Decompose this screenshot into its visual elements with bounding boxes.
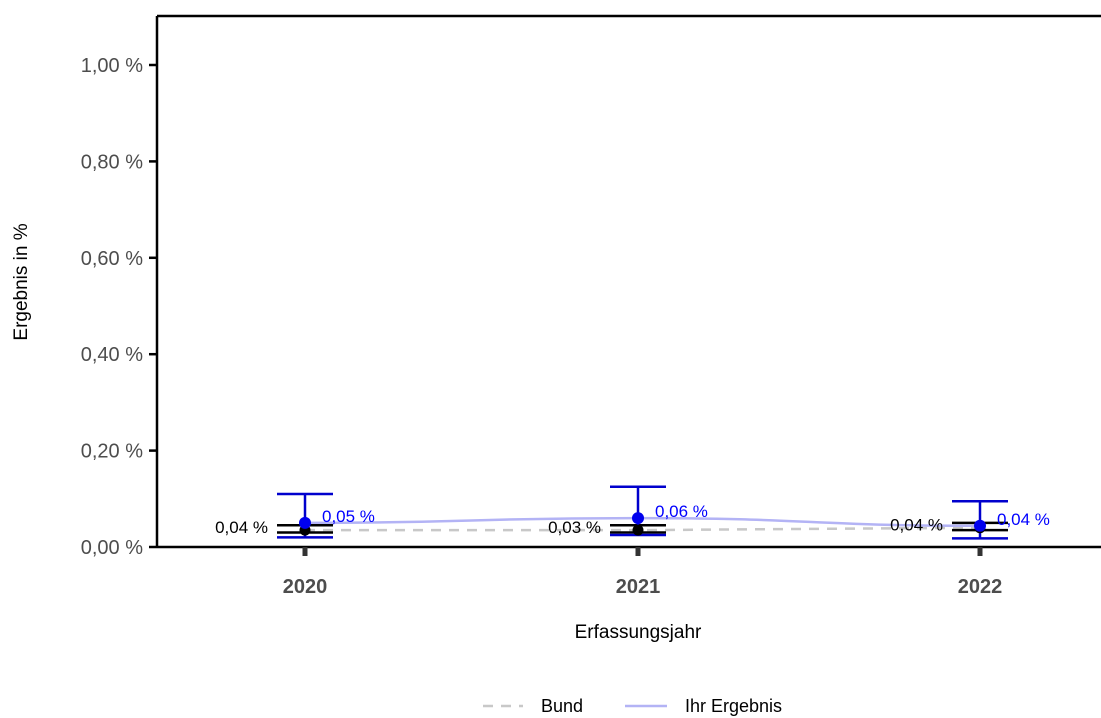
bund-point	[632, 524, 644, 536]
ihr-data-label: 0,06 %	[655, 502, 708, 521]
x-axis-title: Erfassungsjahr	[575, 622, 702, 643]
legend: Bund Ihr Ergebnis	[483, 696, 782, 716]
y-tick-label: 0,80 %	[81, 151, 143, 173]
x-axis-ticks: 2020 2021 2022	[283, 547, 1003, 598]
y-tick-label: 0,40 %	[81, 344, 143, 366]
ihr-point	[299, 516, 311, 529]
x-tick-label: 2021	[616, 576, 661, 598]
ihr-data-label: 0,04 %	[997, 510, 1050, 529]
y-tick-label: 0,00 %	[81, 537, 143, 559]
ihr-point	[974, 519, 986, 532]
y-tick-label: 0,60 %	[81, 248, 143, 270]
ihr-data-label: 0,05 %	[322, 507, 375, 526]
ihr-point	[632, 512, 644, 525]
x-tick-label: 2020	[283, 576, 328, 598]
y-tick-label: 0,20 %	[81, 441, 143, 463]
bund-data-label: 0,03 %	[548, 518, 601, 537]
x-tick-label: 2022	[958, 576, 1003, 598]
legend-label-bund: Bund	[541, 696, 583, 716]
y-axis-title: Ergebnis in %	[11, 223, 32, 340]
y-tick-label: 1,00 %	[81, 55, 143, 77]
legend-label-ihr-ergebnis: Ihr Ergebnis	[685, 696, 782, 716]
y-axis-ticks: 0,00 % 0,20 % 0,40 % 0,60 % 0,80 % 1,00 %	[81, 55, 157, 559]
bund-data-label: 0,04 %	[890, 516, 943, 535]
data-labels: 0,04 % 0,05 % 0,03 % 0,06 % 0,04 % 0,04 %	[215, 502, 1050, 537]
bund-data-label: 0,04 %	[215, 518, 268, 537]
data-points	[299, 512, 986, 536]
